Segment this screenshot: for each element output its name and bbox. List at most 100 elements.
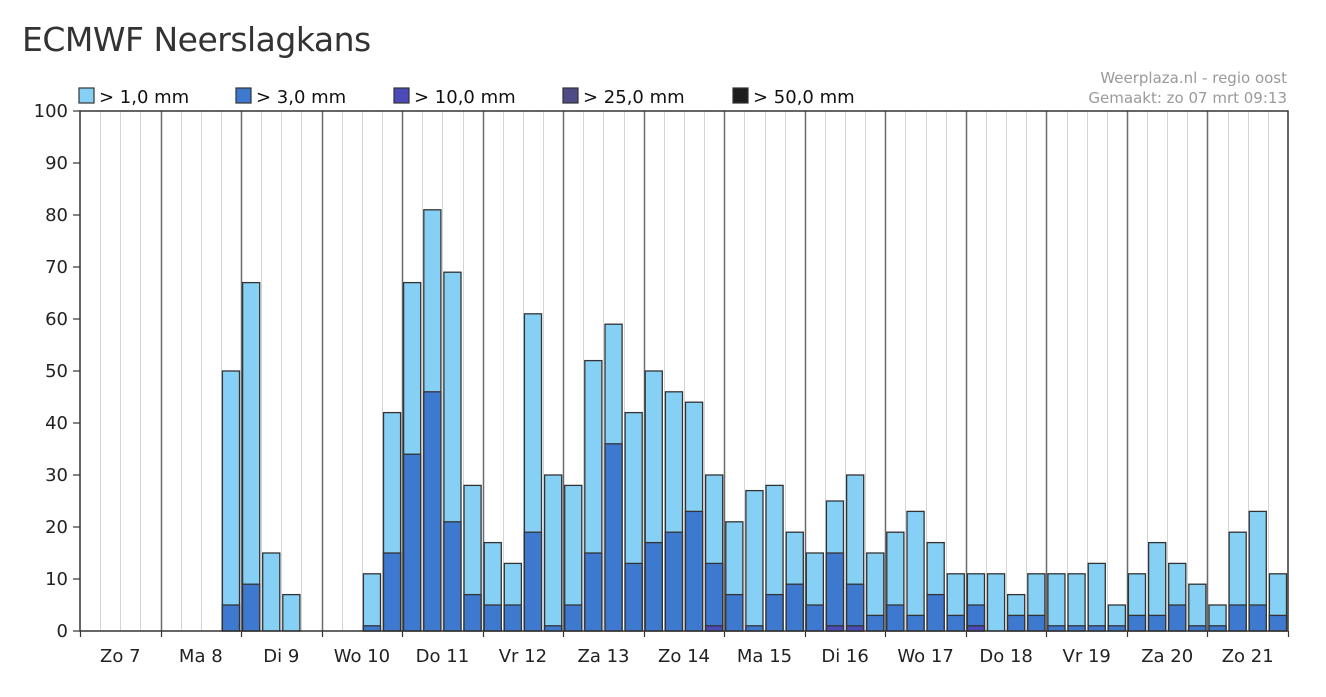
x-tick-label: Za 20 (1141, 646, 1193, 667)
bar-gt1mm (282, 593, 301, 632)
bar-gt3mm (1067, 625, 1086, 632)
bar-gt3mm (1208, 625, 1227, 632)
bar-gt3mm (1047, 625, 1066, 632)
x-tick-label: Wo 10 (334, 646, 390, 667)
y-tick-label: 0 (57, 621, 68, 642)
legend-swatch (562, 87, 579, 104)
bar-gt3mm (664, 531, 684, 632)
y-tick-label: 90 (45, 153, 68, 174)
bar-gt3mm (1228, 604, 1247, 632)
bar-gt3mm (523, 531, 543, 632)
bar-gt3mm (1147, 614, 1167, 632)
y-tick-label: 100 (34, 101, 68, 122)
x-tick-label: Di 9 (263, 646, 299, 667)
bar-gt10mm (966, 625, 986, 632)
y-tick-label: 40 (45, 413, 68, 434)
x-tick-label: Ma 15 (737, 646, 792, 667)
legend-swatch (393, 87, 410, 104)
bar-gt1mm (543, 474, 563, 632)
bar-gt3mm (805, 604, 825, 632)
bar-gt3mm (1268, 614, 1288, 632)
bar-gt1mm (262, 552, 281, 632)
bar-gt3mm (1168, 604, 1187, 632)
bar-gt1mm (986, 573, 1006, 632)
bar-gt3mm (845, 583, 865, 632)
x-tick-label: Do 18 (979, 646, 1033, 667)
bar-gt3mm (1087, 625, 1106, 632)
bar-gt3mm (402, 453, 422, 632)
bar-gt1mm (241, 281, 261, 632)
bar-gt3mm (866, 614, 885, 632)
x-tick-label: Zo 7 (100, 646, 141, 667)
bar-gt3mm (765, 593, 784, 632)
y-tick-label: 10 (45, 569, 68, 590)
bar-gt3mm (725, 593, 744, 632)
bar-gt3mm (926, 593, 945, 632)
bar-gt1mm (362, 573, 382, 632)
y-tick-label: 80 (45, 205, 68, 226)
x-tick-label: Vr 12 (499, 646, 547, 667)
y-tick-label: 30 (45, 465, 68, 486)
x-tick-label: Vr 19 (1063, 646, 1111, 667)
y-tick-label: 20 (45, 517, 68, 538)
bar-gt3mm (745, 625, 764, 632)
bar-gt3mm (785, 583, 804, 632)
bar-gt3mm (644, 541, 663, 632)
legend-label: > 1,0 mm (99, 87, 189, 108)
bar-gt10mm (825, 625, 845, 632)
bar-gt3mm (684, 510, 704, 632)
credit-created: Gemaakt: zo 07 mrt 09:13 (1088, 89, 1287, 107)
x-tick-label: Zo 14 (658, 646, 710, 667)
legend-label: > 50,0 mm (753, 87, 855, 108)
bar-gt3mm (221, 604, 241, 632)
bar-gt3mm (463, 593, 482, 632)
y-tick-label: 60 (45, 309, 68, 330)
bar-gt3mm (604, 443, 623, 632)
bar-gt3mm (483, 604, 502, 632)
bar-gt3mm (382, 552, 402, 632)
bar-gt1mm (1087, 562, 1106, 632)
bar-gt3mm (1248, 604, 1267, 632)
bar-gt1mm (1188, 583, 1207, 632)
bar-gt3mm (1107, 625, 1127, 632)
bar-gt3mm (624, 562, 643, 632)
legend-swatch (235, 87, 252, 104)
y-tick-label: 50 (45, 361, 68, 382)
bar-gt3mm (503, 604, 523, 632)
x-tick-label: Za 13 (578, 646, 630, 667)
bar-gt3mm (946, 614, 965, 632)
y-tick-label: 70 (45, 257, 68, 278)
x-tick-label: Di 16 (821, 646, 869, 667)
x-tick-label: Ma 8 (179, 646, 223, 667)
credit-source: Weerplaza.nl - regio oost (1100, 69, 1287, 87)
bar-gt3mm (362, 625, 382, 632)
legend-label: > 25,0 mm (583, 87, 685, 108)
bar-gt1mm (221, 370, 241, 632)
bar-gt3mm (886, 604, 905, 632)
bar-gt10mm (845, 625, 865, 632)
bar-gt3mm (704, 562, 724, 632)
legend-label: > 10,0 mm (414, 87, 516, 108)
bar-gt3mm (564, 604, 583, 632)
legend: > 1,0 mm > 3,0 mm > 10,0 mm > 25,0 mm > 50,0… (78, 87, 855, 108)
bar-gt1mm (906, 510, 925, 632)
x-tick-label: Zo 21 (1222, 646, 1274, 667)
bar-gt1mm (1067, 573, 1086, 632)
bar-gt1mm (1047, 573, 1066, 632)
grid-lines (100, 111, 1269, 631)
bar-gt3mm (423, 391, 442, 632)
bar-gt3mm (543, 625, 563, 632)
bar-gt3mm (584, 552, 603, 632)
bar-gt3mm (1127, 614, 1147, 632)
bar-gt10mm (704, 625, 724, 632)
bar-gt3mm (1027, 614, 1046, 632)
bar-gt3mm (1006, 614, 1026, 632)
bar-gt1mm (745, 489, 764, 632)
legend-swatch (78, 87, 95, 104)
page-title: ECMWF Neerslagkans (22, 20, 371, 59)
legend-label: > 3,0 mm (256, 87, 346, 108)
bar-gt3mm (1188, 625, 1207, 632)
bar-gt3mm (241, 583, 261, 632)
bar-gt3mm (906, 614, 925, 632)
